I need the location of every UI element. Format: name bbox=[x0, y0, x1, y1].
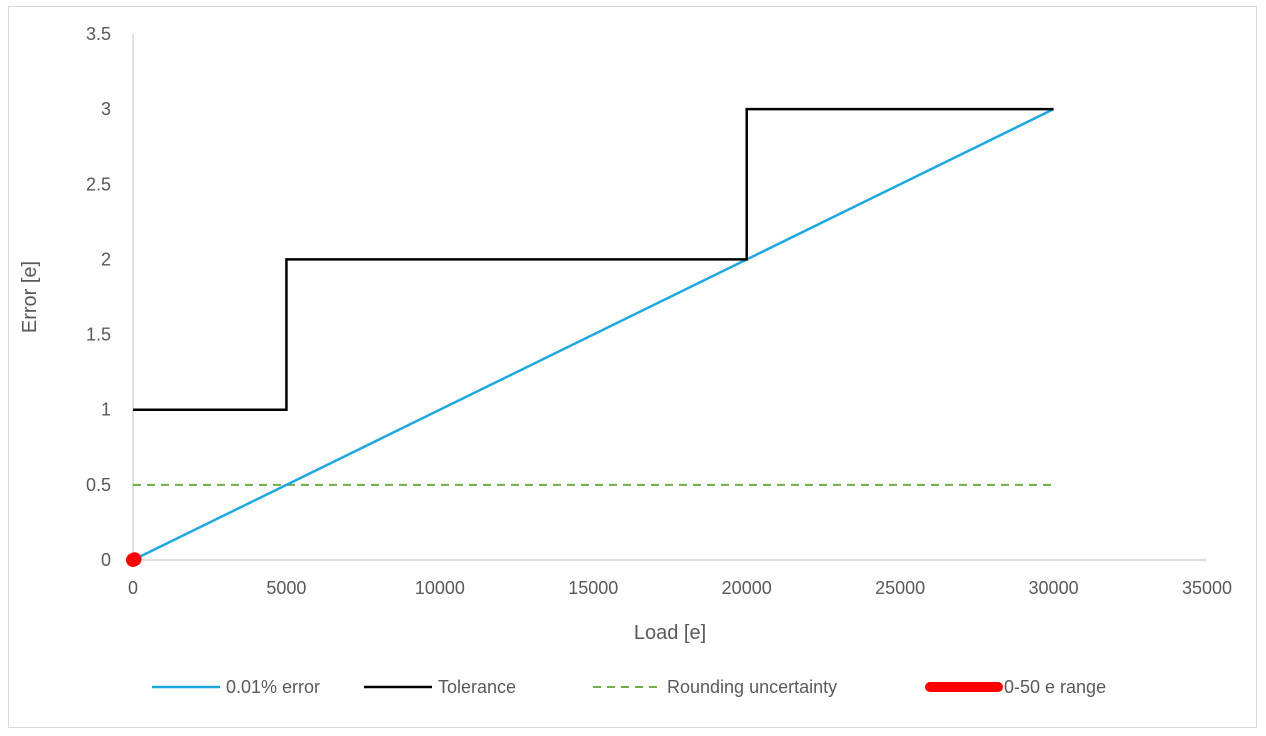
x-tick-label: 0 bbox=[128, 578, 138, 598]
legend-label-0-50-e-range: 0-50 e range bbox=[1004, 677, 1106, 697]
legend-label-0-01-error: 0.01% error bbox=[226, 677, 320, 697]
x-tick-label: 20000 bbox=[722, 578, 772, 598]
line-chart: 0 5000 10000 15000 20000 25000 30000 35000 0 0.5 1… bbox=[19, 24, 1232, 697]
series-line-0-01-error bbox=[132, 108, 1055, 562]
y-tick-label: 0 bbox=[101, 550, 111, 570]
y-tick-label: 1 bbox=[101, 400, 111, 420]
y-tick-label: 2.5 bbox=[86, 174, 111, 194]
y-axis-title: Error [e] bbox=[19, 261, 41, 333]
legend: 0.01% error Tolerance Rounding uncertainty… bbox=[152, 677, 1106, 697]
legend-label-rounding-uncertainty: Rounding uncertainty bbox=[667, 677, 837, 697]
x-tick-label: 15000 bbox=[568, 578, 618, 598]
x-tick-label: 25000 bbox=[875, 578, 925, 598]
y-tick-label: 0.5 bbox=[86, 475, 111, 495]
x-tick-label: 5000 bbox=[266, 578, 306, 598]
x-axis-title: Load [e] bbox=[634, 622, 706, 644]
x-tick-label: 35000 bbox=[1182, 578, 1232, 598]
series-line-tolerance bbox=[133, 107, 1054, 411]
y-tick-label: 3 bbox=[101, 99, 111, 119]
y-tick-label: 1.5 bbox=[86, 325, 111, 345]
legend-label-tolerance: Tolerance bbox=[438, 677, 516, 697]
chart-area: 0 5000 10000 15000 20000 25000 30000 35000 0 0.5 1… bbox=[8, 6, 1257, 728]
y-tick-label: 2 bbox=[101, 249, 111, 269]
x-tick-label: 30000 bbox=[1029, 578, 1079, 598]
y-tick-label: 3.5 bbox=[86, 24, 111, 44]
x-tick-label: 10000 bbox=[415, 578, 465, 598]
series-line-0-50-e-range bbox=[126, 552, 142, 567]
